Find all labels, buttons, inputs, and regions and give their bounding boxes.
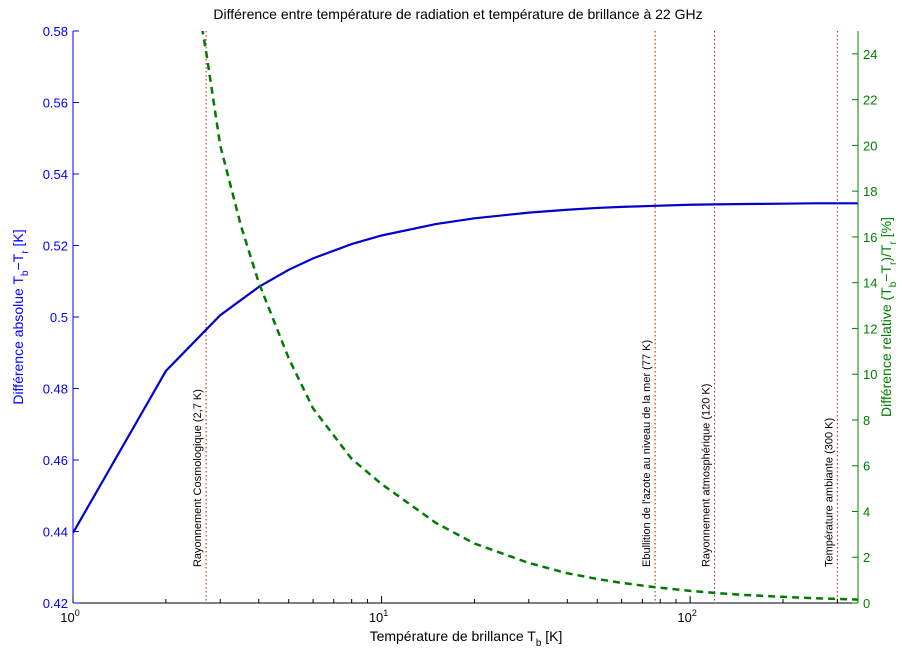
y-tick-label-left: 0.48 (43, 382, 68, 397)
y-tick-label-right: 12 (863, 321, 877, 336)
x-tick-label: 100 (60, 608, 79, 625)
y-tick-label-left: 0.42 (43, 596, 68, 611)
y-tick-label-right: 20 (863, 138, 877, 153)
y-tick-label-right: 24 (863, 47, 877, 62)
y-tick-label-right: 18 (863, 184, 877, 199)
marker-label-0: Rayonnement Cosmologique (2,7 K) (192, 389, 204, 567)
marker-label-2: Rayonnement atmosphérique (120 K) (701, 384, 713, 567)
x-tick-label: 102 (677, 608, 696, 625)
y-axis-label-left: Différence absolue Tb−Tr [K] (10, 229, 31, 404)
y-axis-label-right: Différence relative (Tb−Tr)/Tr [%] (878, 217, 899, 417)
marker-label-3: Température ambiante (300 K) (823, 418, 835, 567)
plot-marks: Rayonnement Cosmologique (2,7 K) Ebulliti… (73, 31, 858, 603)
y-tick-label-right: 22 (863, 93, 877, 108)
chart-title: Différence entre température de radiatio… (213, 6, 702, 22)
series-line-relative (201, 31, 858, 601)
y-tick-label-left: 0.56 (43, 96, 68, 111)
y-tick-label-right: 4 (863, 504, 870, 519)
y-tick-label-right: 8 (863, 413, 870, 428)
y-tick-label-right: 2 (863, 550, 870, 565)
x-tick-label: 101 (369, 608, 388, 625)
y-tick-label-right: 16 (863, 230, 877, 245)
series-line-absolute (73, 202, 858, 534)
y-tick-label-left: 0.44 (43, 525, 68, 540)
y-tick-label-right: 14 (863, 276, 877, 291)
y-tick-label-left: 0.46 (43, 453, 68, 468)
y-tick-label-right: 6 (863, 459, 870, 474)
y-tick-label-right: 0 (863, 596, 870, 611)
y-tick-label-left: 0.5 (50, 310, 68, 325)
y-tick-label-left: 0.58 (43, 24, 68, 39)
marker-label-1: Ebullition de l'azote au niveau de la me… (641, 340, 653, 567)
axes: 0.420.440.460.480.50.520.540.560.5802468… (43, 24, 878, 625)
y-tick-label-right: 10 (863, 367, 877, 382)
y-tick-label-left: 0.52 (43, 239, 68, 254)
x-axis-label: Température de brillance Tb [K] (370, 628, 563, 649)
y-tick-label-left: 0.54 (43, 167, 68, 182)
